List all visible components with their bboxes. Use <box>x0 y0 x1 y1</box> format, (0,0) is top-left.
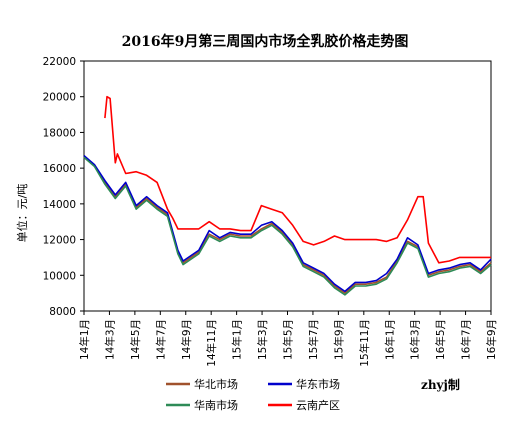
x-axis-ticks: 14年1月 14年3月 14年5月 14年7月 14年9月 14年11月 15年1月 15年3… <box>78 311 498 367</box>
x-tick-label: 14年5月 <box>129 319 142 360</box>
series-line-3 <box>104 95 491 264</box>
credit-label: zhyj制 <box>421 377 460 392</box>
chart-title: 2016年9月第三周国内市场全乳胶价格走势图 <box>122 33 409 50</box>
x-tick-label: 15年5月 <box>282 319 295 360</box>
x-tick-label: 15年11月 <box>358 319 371 367</box>
x-tick-label: 15年1月 <box>231 319 244 360</box>
x-tick-label: 14年7月 <box>154 319 167 360</box>
y-tick-label: 14000 <box>43 199 76 211</box>
x-tick-label: 14年3月 <box>103 319 116 360</box>
plot-area <box>83 60 492 312</box>
y-axis-label: 单位：元/吨 <box>15 184 29 243</box>
y-tick-label: 10000 <box>43 270 76 282</box>
legend-label: 云南产区 <box>296 398 340 412</box>
x-tick-label: 16年5月 <box>434 319 447 360</box>
x-tick-label: 14年1月 <box>78 319 91 360</box>
x-tick-label: 16年7月 <box>460 319 473 360</box>
y-tick-label: 8000 <box>49 306 76 318</box>
y-tick-label: 12000 <box>43 235 76 247</box>
series-line-1 <box>83 154 492 293</box>
x-tick-label: 15年3月 <box>256 319 269 360</box>
legend-label: 华北市场 <box>194 377 238 391</box>
legend-label: 华东市场 <box>296 377 340 391</box>
x-tick-label: 14年11月 <box>205 319 218 367</box>
legend-label: 华南市场 <box>194 398 238 412</box>
x-tick-label: 16年3月 <box>409 319 422 360</box>
y-tick-label: 20000 <box>43 92 76 104</box>
x-tick-label: 16年9月 <box>485 319 498 360</box>
x-tick-label: 15年9月 <box>332 319 345 360</box>
y-axis-ticks: 22000 20000 18000 16000 14000 12000 10000 8000 <box>43 56 84 318</box>
x-tick-label: 15年7月 <box>307 319 320 360</box>
y-tick-label: 22000 <box>43 56 76 68</box>
series-lines <box>83 95 492 296</box>
y-tick-label: 16000 <box>43 163 76 175</box>
series-line-2 <box>83 156 492 296</box>
x-tick-label: 14年9月 <box>180 319 193 360</box>
y-tick-label: 18000 <box>43 127 76 139</box>
x-tick-label: 16年1月 <box>383 319 396 360</box>
